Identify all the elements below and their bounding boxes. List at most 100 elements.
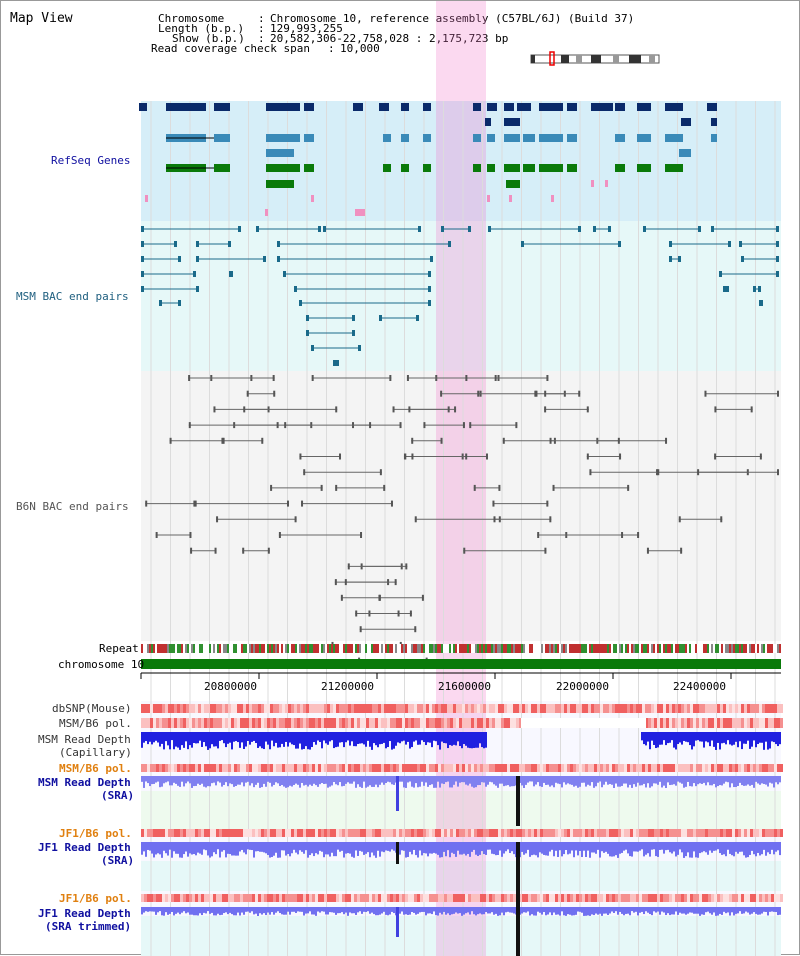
jf1-b6-pol2-cell: [471, 894, 474, 902]
msm-sra-depth: [181, 776, 183, 782]
jf1-b6-pol2-cell: [432, 894, 435, 902]
msm-sra-depth: [217, 776, 219, 782]
msm-b6-pol-cell: [264, 718, 267, 728]
jf1-trim-depth: [311, 907, 313, 915]
jf1-trim-depth: [591, 907, 593, 915]
repeat-segment: [461, 644, 463, 653]
msm-bac-end: [336, 360, 339, 366]
dbsnp-cell: [234, 704, 237, 713]
jf1-b6-pol-cell: [558, 829, 561, 837]
msm-sra-depth: [549, 776, 551, 787]
msm-b6-pol2-cell: [489, 764, 492, 772]
msm-sra-depth: [275, 776, 277, 783]
msm-b6-pol2-cell: [156, 764, 159, 772]
msm-b6-pol2-cell: [291, 764, 294, 772]
msm-sra-depth: [145, 776, 147, 782]
msm-b6-pol-cell: [153, 718, 156, 728]
msm-b6-pol2-cell: [747, 764, 750, 772]
dbsnp-cell: [252, 704, 255, 713]
label-jf1-depth: JF1 Read Depth: [38, 841, 131, 854]
selection-highlight[interactable]: [436, 1, 486, 956]
jf1-sra-depth: [311, 842, 313, 854]
jf1-trim-depth: [583, 907, 585, 916]
jf1-b6-pol-cell: [648, 829, 651, 837]
jf1-b6-pol-cell: [336, 829, 339, 837]
repeat-segment: [261, 644, 263, 653]
jf1-trim-depth: [149, 907, 151, 912]
msm-b6-pol2-cell: [339, 764, 342, 772]
repeat-segment: [171, 644, 173, 653]
msm-cap-depth: [253, 732, 255, 741]
jf1-sra-depth: [183, 842, 185, 855]
jf1-trim-depth: [503, 907, 505, 916]
msm-b6-pol2-cell: [588, 764, 591, 772]
jf1-b6-pol-cell: [444, 829, 447, 837]
msm-cap-depth: [169, 732, 171, 750]
b6n-bac-end: [454, 406, 457, 413]
jf1-b6-pol2-cell: [357, 894, 360, 902]
msm-b6-pol2-cell: [204, 764, 207, 772]
dbsnp-cell: [399, 704, 402, 713]
msm-b6-pol-cell: [696, 718, 699, 728]
msm-b6-pol2-cell: [357, 764, 360, 772]
msm-cap-depth: [185, 732, 187, 742]
jf1-b6-pol-cell: [630, 829, 633, 837]
dbsnp-cell: [522, 704, 525, 713]
msm-cap-depth: [291, 732, 293, 745]
jf1-sra-depth: [295, 842, 297, 853]
msm-b6-pol-cell: [219, 718, 222, 728]
repeat-segment: [661, 644, 663, 653]
msm-b6-pol-cell: [660, 718, 663, 728]
repeat-segment: [243, 644, 245, 653]
info-colon-1: :: [258, 12, 265, 25]
jf1-b6-pol-cell: [756, 829, 759, 837]
jf1-sra-depth: [647, 842, 649, 854]
jf1-b6-pol2-cell: [648, 894, 651, 902]
jf1-b6-pol2-cell: [141, 894, 144, 902]
msm-cap-depth: [691, 732, 693, 750]
dbsnp-cell: [525, 704, 528, 713]
repeat-segment: [513, 644, 515, 653]
msm-cap-depth: [673, 732, 675, 748]
refseq-gene: [567, 134, 577, 142]
repeat-segment: [311, 644, 313, 653]
b6n-bac-end: [465, 453, 468, 460]
msm-sra-depth: [441, 776, 443, 784]
jf1-b6-pol-cell: [654, 829, 657, 837]
dbsnp-cell: [288, 704, 291, 713]
msm-sra-depth: [271, 776, 273, 787]
msm-sra-depth: [419, 776, 421, 787]
msm-sra-depth: [199, 776, 201, 785]
msm-b6-pol2-cell: [492, 764, 495, 772]
repeat-segment: [605, 644, 607, 653]
msm-sra-depth: [337, 776, 339, 786]
b6n-bac-end: [335, 484, 338, 491]
repeat-segment: [353, 644, 355, 653]
repeat-segment: [589, 644, 591, 653]
dbsnp-cell: [732, 704, 735, 713]
msm-b6-pol2-cell: [231, 764, 234, 772]
jf1-trim-depth: [733, 907, 735, 916]
msm-sra-depth: [387, 776, 389, 782]
msm-sra-depth: [689, 776, 691, 787]
jf1-sra-depth: [585, 842, 587, 858]
msm-sra-depth: [297, 776, 299, 785]
jf1-sra-depth: [629, 842, 631, 857]
msm-sra-depth: [719, 776, 721, 786]
msm-cap-depth: [713, 732, 715, 747]
dbsnp-cell: [516, 704, 519, 713]
jf1-b6-pol-cell: [726, 829, 729, 837]
jf1-trim-depth: [321, 907, 323, 912]
jf1-sra-depth: [677, 842, 679, 855]
repeat-segment: [747, 644, 749, 653]
repeat-segment: [293, 644, 295, 653]
jf1-b6-pol2-cell: [330, 894, 333, 902]
msm-b6-pol2-cell: [159, 764, 162, 772]
b6n-bac-end: [423, 422, 426, 429]
msm-b6-pol-cell: [222, 718, 225, 728]
repeat-segment: [691, 644, 693, 653]
msm-cap-depth: [233, 732, 235, 742]
b6n-bac-end: [546, 375, 549, 381]
msm-sra-depth: [343, 776, 345, 786]
